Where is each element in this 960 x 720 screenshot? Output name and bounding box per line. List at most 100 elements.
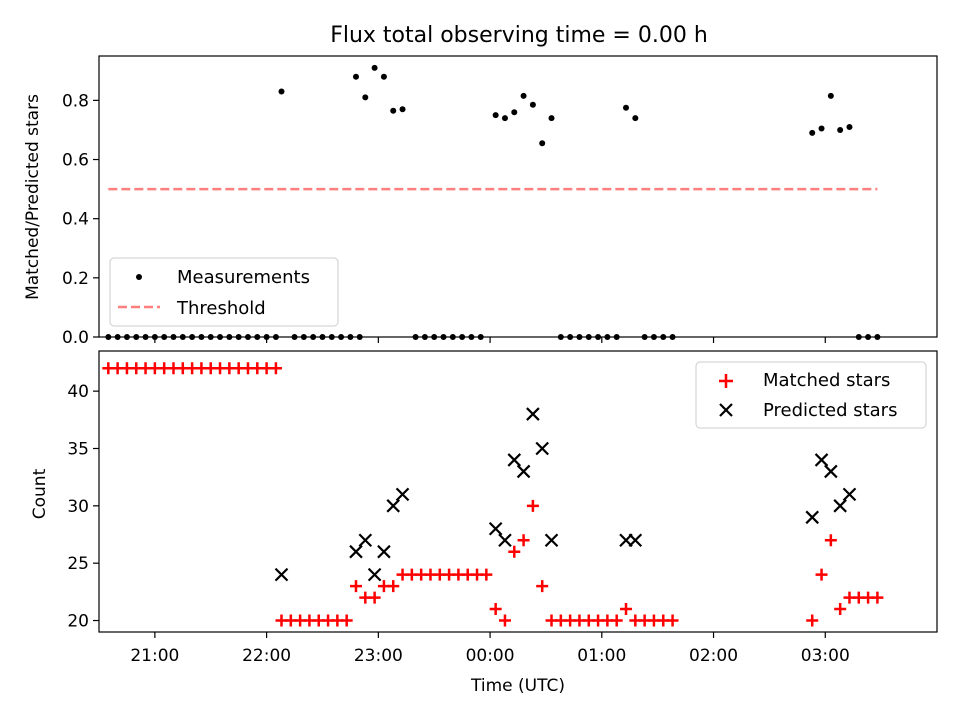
bottom-axes-frame [98, 350, 938, 633]
matched-star-point [489, 603, 502, 616]
x-tick-label: 03:00 [801, 646, 850, 666]
measurement-point [399, 106, 406, 113]
measurement-point [548, 115, 555, 122]
predicted-star-point [488, 521, 503, 536]
x-tick-label: 00:00 [466, 646, 515, 666]
bottom-y-tick-label: 25 [67, 554, 89, 574]
predicted-star-point [628, 533, 643, 548]
x-tick-label: 22:00 [242, 646, 291, 666]
matched-star-point [806, 614, 819, 627]
matched-stars-legend-label: Matched stars [763, 370, 890, 391]
measurement-point [818, 125, 825, 132]
measurement-point [390, 107, 397, 114]
measurement-point [837, 126, 844, 133]
bottom-panel: 20 25 30 35 40 21:00 22:00 23:00 00:00 01:00 02:0… [30, 350, 938, 696]
measurement-point [809, 129, 816, 136]
matched-star-point [508, 545, 521, 558]
matched-star-point [666, 614, 679, 627]
x-tick-label: 21:00 [130, 646, 179, 666]
measurement-point [352, 73, 359, 80]
top-legend-box [109, 257, 339, 327]
predicted-star-point [833, 499, 847, 513]
predicted-stars-legend-marker [719, 403, 733, 417]
predicted-star-point [274, 567, 289, 582]
matched-star-point [526, 499, 539, 512]
x-axis-label: Time (UTC) [470, 676, 565, 696]
matched-star-point [349, 580, 362, 593]
bottom-y-tick-label: 30 [67, 497, 89, 517]
measurement-point [278, 88, 285, 95]
matched-star-point [824, 534, 837, 547]
measurement-point [371, 64, 378, 71]
bottom-legend: Matched stars Predicted stars [695, 361, 927, 429]
measurement-point [846, 123, 853, 130]
bottom-y-ticks: 20 25 30 35 40 [67, 382, 99, 632]
top-x-ticks [154, 337, 826, 343]
top-y-tick-label: 0.6 [62, 151, 89, 171]
top-y-tick-label: 0.4 [62, 210, 89, 230]
matched-star-point [620, 603, 633, 616]
predicted-star-point [535, 441, 549, 456]
bottom-legend-box [695, 361, 927, 429]
matched-star-point [834, 603, 847, 616]
matched-star-point [536, 580, 549, 593]
bottom-y-tick-label: 40 [67, 382, 89, 402]
measurement-point [827, 92, 834, 99]
predicted-star-point [367, 567, 382, 582]
predicted-star-point [814, 453, 829, 467]
matched-star-point [340, 614, 353, 627]
measurement-point [501, 115, 508, 122]
chart-title: Flux total observing time = 0.00 h [330, 23, 708, 48]
bottom-y-tick-label: 20 [67, 612, 89, 632]
top-y-tick-label: 0.2 [62, 269, 89, 289]
predicted-star-point [526, 407, 540, 421]
bottom-marks [102, 362, 884, 627]
measurement-point [539, 140, 546, 147]
matched-star-point [815, 568, 828, 581]
measurement-point [623, 104, 630, 111]
predicted-star-point [507, 453, 522, 467]
measurement-point [380, 73, 387, 80]
bottom-y-axis-label: Count [30, 468, 50, 519]
top-y-ticks: 0.0 0.2 0.4 0.6 0.8 [62, 91, 99, 348]
predicted-star-point [498, 533, 512, 548]
matched-star-point [368, 591, 381, 604]
matched-star-point [610, 614, 623, 627]
bottom-x-ticks: 21:00 22:00 23:00 00:00 01:00 02:00 03:00 [130, 632, 850, 666]
predicted-star-point [377, 544, 391, 559]
predicted-star-point [544, 533, 559, 548]
predicted-star-point [349, 544, 363, 559]
threshold-legend-label: Threshold [176, 298, 266, 319]
x-tick-label: 01:00 [577, 646, 626, 666]
top-y-tick-label: 0.0 [62, 328, 89, 348]
measurement-point [492, 112, 499, 119]
predicted-star-point [842, 487, 857, 502]
measurement-point [632, 115, 639, 122]
predicted-star-point [805, 510, 820, 525]
measurement-point [520, 92, 527, 99]
top-y-tick-label: 0.8 [62, 91, 89, 111]
x-tick-label: 23:00 [354, 646, 403, 666]
predicted-star-point [386, 499, 401, 513]
matched-stars-legend-marker [719, 374, 733, 388]
matched-star-point [517, 534, 530, 547]
measurement-point [362, 94, 369, 101]
measurements-legend-marker [136, 274, 142, 280]
matched-star-point [498, 614, 511, 627]
matched-star-point [387, 580, 400, 593]
measurement-point [511, 109, 518, 116]
predicted-star-point [395, 487, 410, 502]
predicted-star-point [824, 464, 838, 479]
matched-star-point [269, 362, 282, 375]
matched-star-point [480, 568, 493, 581]
top-legend: Measurements Threshold [109, 257, 339, 327]
top-axes-frame [98, 55, 938, 338]
matched-star-point [871, 591, 884, 604]
predicted-star-point [516, 464, 531, 479]
bottom-y-tick-label: 35 [67, 439, 89, 459]
top-panel: 0.00.20.40.60.8 Matched/Predicted stars … [23, 55, 938, 348]
top-y-axis-label: Matched/Predicted stars [23, 94, 43, 300]
measurement-point [529, 101, 536, 108]
x-tick-label: 02:00 [689, 646, 738, 666]
